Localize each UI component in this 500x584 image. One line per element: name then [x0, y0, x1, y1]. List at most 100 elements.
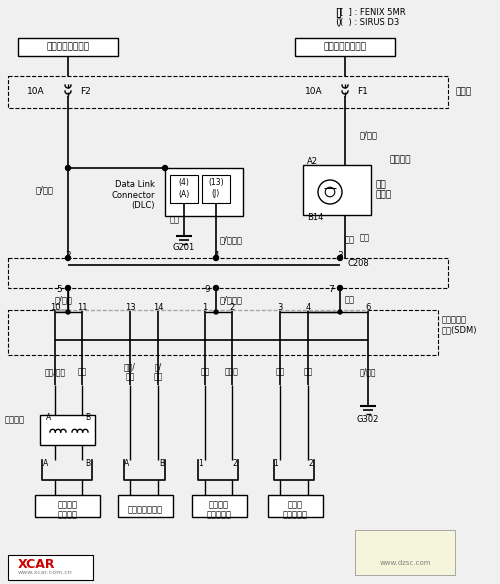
- Text: 深绿色: 深绿色: [225, 367, 239, 377]
- Text: 时钟弹簧: 时钟弹簧: [5, 415, 25, 425]
- Text: 熔丝盒: 熔丝盒: [455, 88, 471, 96]
- Text: 3: 3: [278, 304, 282, 312]
- Text: 11: 11: [77, 304, 88, 312]
- Text: 感应与诊断
模块(SDM): 感应与诊断 模块(SDM): [442, 315, 478, 335]
- Text: 黑色: 黑色: [304, 367, 312, 377]
- Text: 橙/深绿色: 橙/深绿色: [220, 296, 243, 304]
- Bar: [303, 165, 371, 215]
- Text: Data Link
Connector
(DLC): Data Link Connector (DLC): [112, 180, 155, 210]
- Text: 红/黄色: 红/黄色: [55, 296, 73, 304]
- Text: 红/黄色: 红/黄色: [35, 186, 53, 194]
- Bar: [35, 495, 100, 517]
- Text: 气囊: 气囊: [375, 180, 386, 189]
- Text: A: A: [124, 458, 130, 468]
- Circle shape: [338, 286, 342, 290]
- Text: A: A: [46, 413, 52, 422]
- Text: 10: 10: [50, 304, 60, 312]
- Circle shape: [66, 286, 70, 290]
- Bar: [8, 310, 438, 355]
- Text: 乘员侧
预张紧机构: 乘员侧 预张紧机构: [282, 500, 308, 520]
- Bar: [295, 38, 395, 56]
- Text: [: [: [335, 7, 339, 17]
- Text: F1: F1: [357, 88, 368, 96]
- Text: (J): (J): [212, 189, 220, 199]
- Circle shape: [66, 256, 70, 260]
- Text: 1: 1: [202, 304, 207, 312]
- Text: (A): (A): [178, 189, 190, 199]
- Text: 7: 7: [328, 286, 334, 294]
- Text: ]: ]: [337, 7, 341, 17]
- Text: 4: 4: [306, 304, 310, 312]
- Text: B: B: [160, 458, 164, 468]
- Text: 橙色: 橙色: [200, 367, 209, 377]
- Text: www.xcar.com.cn: www.xcar.com.cn: [18, 571, 73, 575]
- Text: 运行或启动时供电: 运行或启动时供电: [46, 43, 90, 51]
- Text: 黑/白色: 黑/白色: [360, 367, 376, 377]
- Text: 13: 13: [124, 304, 136, 312]
- Text: B14: B14: [307, 214, 324, 223]
- Bar: [8, 76, 448, 108]
- Text: XCAR: XCAR: [18, 558, 56, 571]
- Text: A2: A2: [307, 158, 318, 166]
- Bar: [268, 495, 323, 517]
- Text: 5: 5: [56, 286, 62, 294]
- Text: 2: 2: [65, 252, 71, 260]
- Text: 深绿/
白色: 深绿/ 白色: [124, 362, 136, 382]
- Text: 棕色: 棕色: [345, 296, 355, 304]
- Circle shape: [162, 165, 168, 171]
- Text: 10A: 10A: [28, 88, 45, 96]
- Bar: [202, 175, 230, 203]
- Text: ): ): [337, 17, 341, 27]
- Text: 驾驶员侧
预张紧机构: 驾驶员侧 预张紧机构: [206, 500, 232, 520]
- Text: 棕色: 棕色: [345, 235, 355, 245]
- Bar: [40, 415, 95, 445]
- Bar: [8, 555, 93, 580]
- Text: 棕色: 棕色: [360, 234, 370, 242]
- Circle shape: [214, 286, 218, 290]
- Text: 2: 2: [230, 304, 234, 312]
- Text: F2: F2: [80, 88, 91, 96]
- Text: 1: 1: [198, 458, 203, 468]
- Text: (: (: [335, 17, 339, 27]
- Text: 黑色: 黑色: [170, 215, 180, 224]
- Text: 4: 4: [213, 252, 219, 260]
- Text: 2: 2: [232, 458, 237, 468]
- Text: 深绿/黑色: 深绿/黑色: [44, 367, 66, 377]
- Text: (13): (13): [208, 179, 224, 187]
- Text: 6: 6: [366, 304, 370, 312]
- Text: 运行或启动时供电: 运行或启动时供电: [324, 43, 366, 51]
- Text: 白色: 白色: [276, 367, 284, 377]
- Bar: [118, 495, 173, 517]
- Text: 警示灯: 警示灯: [375, 190, 391, 200]
- Bar: [192, 495, 247, 517]
- Text: (4): (4): [178, 179, 190, 187]
- Text: 白色: 白色: [78, 367, 86, 377]
- Text: G302: G302: [357, 415, 379, 425]
- Text: 驾驶员侧
气囊模块: 驾驶员侧 气囊模块: [58, 500, 78, 520]
- Text: 红/黄色: 红/黄色: [360, 130, 378, 140]
- Text: 白/
黑色: 白/ 黑色: [154, 362, 162, 382]
- Text: B: B: [86, 458, 90, 468]
- Circle shape: [66, 310, 70, 314]
- Text: 3: 3: [337, 252, 343, 260]
- Bar: [165, 168, 243, 216]
- Text: B: B: [85, 413, 90, 422]
- Circle shape: [66, 165, 70, 171]
- Text: [  ] : FENIX 5MR: [ ] : FENIX 5MR: [340, 8, 406, 16]
- Text: 10A: 10A: [306, 88, 323, 96]
- Text: (  ) : SIRUS D3: ( ) : SIRUS D3: [340, 18, 399, 26]
- Text: C208: C208: [348, 259, 370, 267]
- Circle shape: [338, 310, 342, 314]
- Text: 乘员侧气囊模块: 乘员侧气囊模块: [128, 506, 162, 515]
- Circle shape: [214, 256, 218, 260]
- Text: G201: G201: [173, 244, 195, 252]
- Bar: [355, 530, 455, 575]
- Bar: [8, 258, 448, 288]
- Text: 2: 2: [308, 458, 314, 468]
- Text: 组合仪表: 组合仪表: [390, 155, 411, 165]
- Bar: [18, 38, 118, 56]
- Text: 橙/深绿色: 橙/深绿色: [220, 235, 243, 245]
- Text: 1: 1: [274, 458, 278, 468]
- Text: A: A: [44, 458, 49, 468]
- Text: 14: 14: [153, 304, 163, 312]
